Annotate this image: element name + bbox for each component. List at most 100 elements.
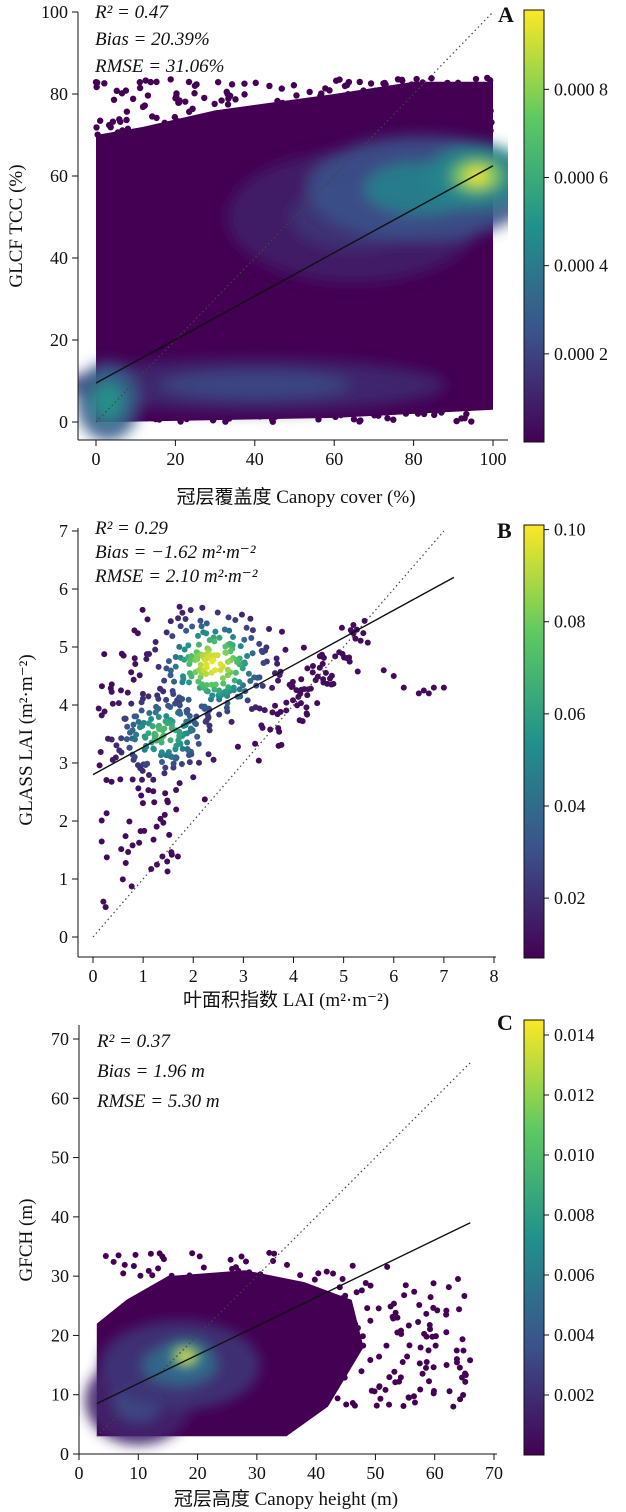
density-bin [330,126,337,133]
x-tick-label: 20 [189,1463,207,1483]
data-point [167,737,174,744]
density-bin [273,1328,280,1335]
density-bin [271,1297,278,1304]
density-bin [315,1270,322,1277]
density-bin [384,112,391,119]
data-point [168,725,175,732]
data-point [275,725,282,732]
panel-c-stat-rmse: RMSE = 5.30 m [96,1091,220,1112]
data-point [138,699,145,706]
panel-b-ylabel: GLASS LAI (m²·m⁻²) [16,654,37,825]
density-bin [279,99,286,107]
panel-b-label: B [497,518,512,543]
data-point [198,623,205,630]
density-bin [247,111,254,119]
data-point [211,638,218,645]
panel-b: 0 1 2 3 4 5 6 7 8 0 1 2 3 4 5 6 7 R² = 0.29 Bias = −1.62… [16,518,586,1011]
data-point [139,690,146,697]
data-point [182,615,189,622]
density-bin [378,122,385,130]
density-bin [306,88,313,96]
data-point [300,644,307,651]
density-bin [344,102,352,109]
data-point [169,633,176,640]
density-bin [426,1322,433,1329]
density-bin [336,100,343,107]
data-point [161,770,168,777]
density-bin [109,118,117,125]
density-bin [271,1400,278,1407]
density-bin [224,101,232,108]
data-point [161,677,168,684]
data-point [286,681,293,688]
data-point [258,722,265,729]
density-bin [350,416,358,423]
data-point [189,623,196,630]
data-point [163,629,170,636]
density-glow [78,135,508,440]
density-bin [428,75,435,82]
data-point [112,754,119,761]
density-bin [456,85,463,93]
data-point [152,639,159,646]
data-point [202,718,209,725]
density-bin [381,79,388,87]
density-bin [419,1370,426,1377]
data-point [269,684,276,691]
data-point [360,630,367,637]
density-bin [154,128,161,136]
density-bin [137,1272,144,1279]
data-point [282,646,289,653]
data-point [354,668,361,675]
data-point [237,643,244,650]
density-bin [426,1378,433,1385]
density-peak [466,168,489,184]
density-bin [342,1292,349,1299]
data-point [143,656,150,663]
density-bin [284,1313,291,1320]
density-bin [227,1256,234,1263]
density-bin [443,1311,450,1318]
density-bin [148,408,155,415]
data-point [415,690,422,697]
density-bin [297,1272,304,1279]
density-bin [405,1322,412,1329]
data-point [155,695,162,702]
panel-c-marks [84,1062,474,1446]
data-point [131,655,138,662]
density-bin [344,90,352,98]
data-point [194,656,201,663]
density-bin [316,411,324,418]
density-bin [201,94,208,102]
data-point [303,704,310,711]
density-bin [309,109,316,116]
colorbar-tick-label: 0.008 [554,1205,595,1225]
x-tick-label: 0 [92,449,101,469]
density-bin [389,1313,396,1320]
density-bin [119,127,126,134]
density-bin [400,1402,407,1409]
data-point [380,667,387,674]
density-bin [162,125,169,132]
density-bin [334,1395,341,1402]
density-bin [344,1341,351,1348]
density-bin [192,118,199,126]
panel-b-stat-r2: R² = 0.29 [94,518,168,539]
data-point [199,604,206,611]
density-bin [290,129,297,137]
data-point [327,675,334,682]
density-bin [313,104,320,111]
density-bin [367,80,375,87]
density-bin [466,81,473,89]
data-point [249,650,256,657]
data-point [135,718,142,725]
data-point [128,700,135,707]
data-point [352,635,359,642]
data-point [145,787,152,794]
data-point [298,686,305,693]
data-point [224,672,231,679]
density-bin [450,1403,457,1410]
density-bin [326,118,334,125]
x-tick-label: 8 [490,966,499,986]
density-bin [344,1302,351,1309]
